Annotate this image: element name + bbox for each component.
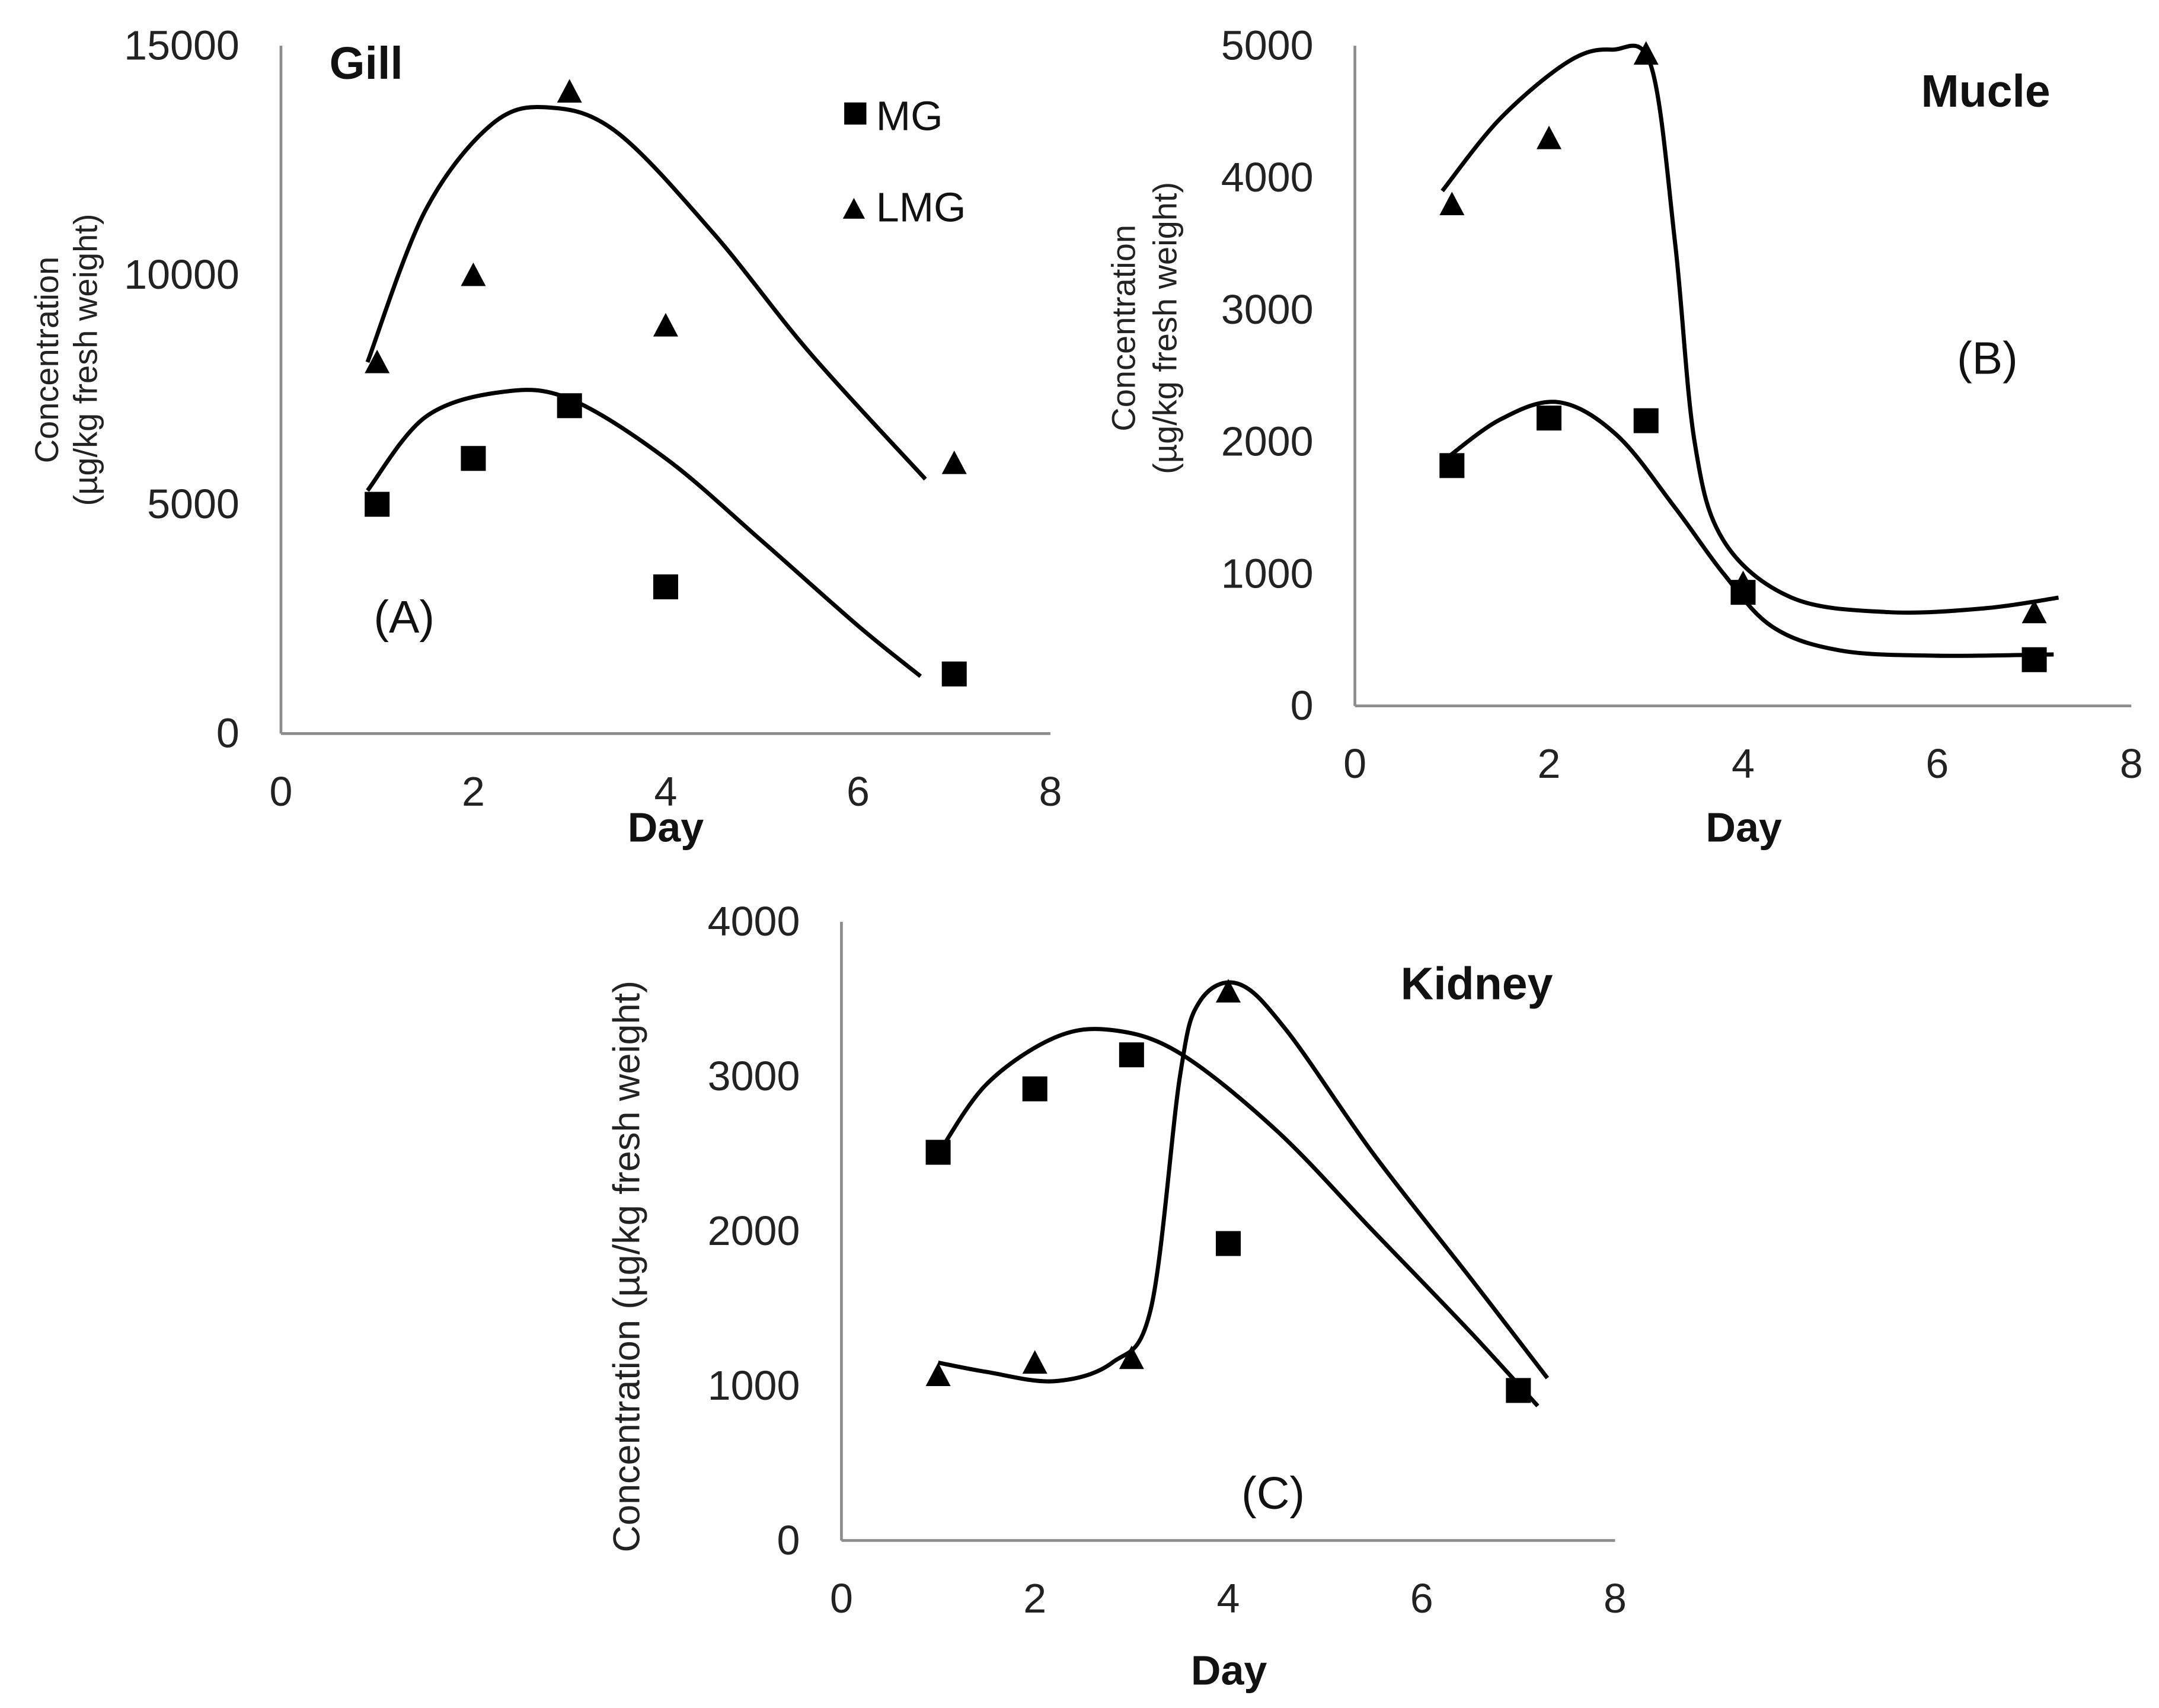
point-lmg [1022,1350,1047,1374]
x-tick-label: 8 [1039,768,1062,815]
legend-square-marker [844,102,867,125]
y-axis-label-units: (µg/kg fresh weight) [1146,182,1183,474]
y-axis-label: Concentration [28,257,65,464]
point-lmg [1633,41,1659,65]
y-tick-label: 2000 [1221,419,1314,465]
point-mg [1439,453,1465,478]
x-tick-label: 4 [1732,740,1755,787]
point-lmg [461,262,486,286]
point-mg [1022,1076,1047,1102]
x-axis-label: Day [628,804,704,850]
y-tick-label: 5000 [1221,22,1314,68]
point-mg [925,1139,951,1165]
x-tick-label: 2 [462,768,485,815]
y-tick-label: 3000 [708,1053,800,1099]
point-mg [941,661,967,687]
y-tick-label: 0 [1291,682,1314,729]
x-tick-label: 0 [269,768,292,815]
x-axis-label: Day [1191,1647,1267,1693]
point-mg [1537,406,1562,431]
y-tick-label: 3000 [1221,286,1314,333]
x-tick-label: 4 [654,768,677,815]
y-tick-label: 4000 [708,898,800,944]
trendline-lmg [365,105,927,481]
point-lmg [925,1362,951,1386]
y-tick-label: 5000 [147,481,239,527]
point-lmg [1506,1378,1531,1402]
trendline-mg [1441,400,2054,658]
point-mg [365,491,390,517]
y-axis-label: Concentration [1104,225,1142,432]
point-mg [1215,1231,1241,1256]
x-tick-label: 6 [847,768,870,815]
panel-muscle: Mucle (B) Day Concentration (µg/kg fresh… [1104,22,2142,850]
point-lmg [2021,599,2047,624]
legend: MG LMG [842,92,966,231]
x-tick-label: 0 [1343,740,1366,787]
legend-lmg: LMG [876,184,966,231]
legend-triangle-marker [842,197,865,219]
y-tick-label: 0 [777,1517,800,1563]
panel-title: Mucle [1921,66,2050,117]
point-mg [557,393,582,419]
y-tick-label: 0 [216,710,239,756]
y-tick-label: 2000 [708,1208,800,1254]
trendline-lmg [1441,43,2059,615]
panel-label: (A) [373,592,435,643]
y-tick-label: 10000 [124,251,239,298]
point-lmg [941,450,967,474]
point-lmg [1730,570,1756,595]
x-tick-label: 2 [1538,740,1561,787]
point-lmg [1215,979,1241,1003]
trendline-mg [366,388,922,678]
point-mg [461,446,486,471]
point-mg [1119,1042,1144,1068]
panel-label: (C) [1241,1468,1305,1519]
point-mg [2021,647,2047,672]
point-lmg [1439,191,1465,216]
y-tick-label: 1000 [708,1362,800,1409]
legend-mg: MG [876,92,943,139]
point-lmg [1537,125,1562,149]
panel-gill: Gill (A) Day Concentration (µg/kg fresh … [28,22,1062,850]
x-tick-label: 8 [2120,740,2143,787]
y-tick-label: 1000 [1221,550,1314,596]
point-lmg [365,349,390,373]
x-tick-label: 6 [1410,1575,1433,1621]
y-tick-label: 15000 [124,22,239,68]
panel-title: Kidney [1401,959,1553,1010]
x-tick-label: 4 [1216,1575,1240,1621]
point-lmg [653,312,678,337]
point-mg [653,574,678,599]
y-axis-label: Concentration (µg/kg fresh weight) [606,981,648,1552]
x-tick-label: 2 [1023,1575,1046,1621]
x-tick-label: 6 [1925,740,1949,787]
panel-kidney: Kidney (C) Day Concentration (µg/kg fres… [606,898,1627,1693]
y-axis-label-units: (µg/kg fresh weight) [66,214,104,506]
x-tick-label: 8 [1604,1575,1627,1621]
point-lmg [557,79,582,103]
panel-label: (B) [1957,333,2018,384]
panel-title: Gill [330,38,403,89]
trendline-mg [936,1027,1540,1407]
point-lmg [1119,1345,1144,1369]
x-axis-label: Day [1706,804,1782,850]
y-tick-label: 4000 [1221,154,1314,200]
point-mg [1633,408,1659,433]
trendline-lmg [937,980,1550,1384]
x-tick-label: 0 [830,1575,853,1621]
